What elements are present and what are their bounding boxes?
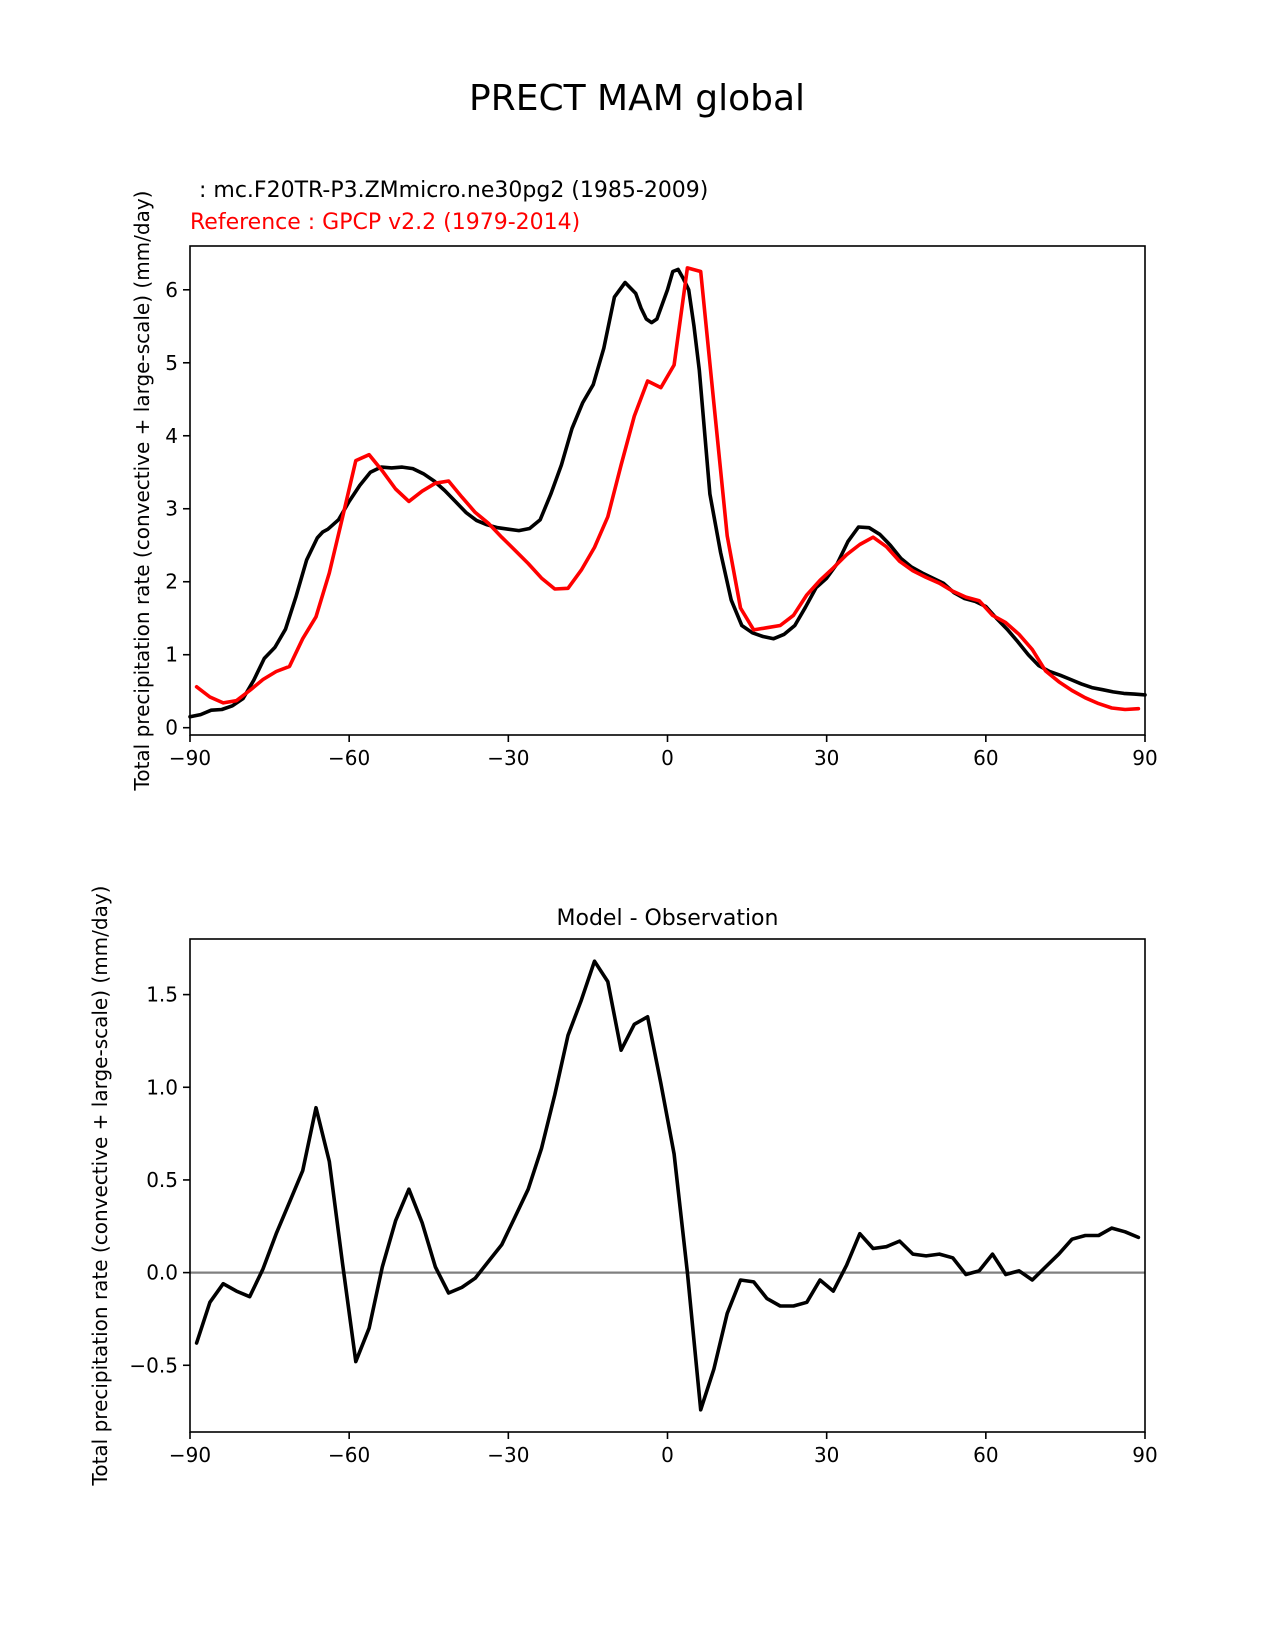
x-tick-label: 30 — [814, 1443, 839, 1467]
figure-suptitle: PRECT MAM global — [469, 78, 805, 119]
x-tick-label: −30 — [487, 1443, 529, 1467]
y-tick-label: 1.5 — [146, 983, 178, 1007]
y-tick-label: 6 — [165, 278, 178, 302]
bottom-panel-difference: −90 −60 −30 0 30 60 90 −0.5 0.0 0.5 1.0 1.5 Total pr… — [88, 886, 1158, 1487]
x-tick-label: 90 — [1132, 746, 1157, 770]
x-tick-label: −60 — [328, 1443, 370, 1467]
y-tick-label: 1.0 — [146, 1075, 178, 1099]
top-panel-climatology: −90 −60 −30 0 30 60 90 0 1 2 3 4 5 6 Total precipitati… — [130, 191, 1158, 792]
x-tick-label: 90 — [1132, 1443, 1157, 1467]
y-tick-label: 0.0 — [146, 1261, 178, 1285]
y-tick-label: 5 — [165, 351, 178, 375]
series-line-difference — [194, 959, 1141, 1412]
y-tick-label: −0.5 — [129, 1353, 178, 1377]
x-tick-label: −30 — [487, 746, 529, 770]
x-tick-label: 0 — [661, 746, 674, 770]
panel-title: Model - Observation — [557, 906, 779, 931]
test-case-label: : mc.F20TR-P3.ZMmicro.ne30pg2 (1985-2009… — [192, 178, 708, 203]
x-tick-label: −90 — [169, 746, 211, 770]
y-axis-label: Total precipitation rate (convective + l… — [88, 886, 112, 1487]
y-tick-label: 3 — [165, 497, 178, 521]
y-tick-label: 1 — [165, 643, 178, 667]
x-tick-label: −60 — [328, 746, 370, 770]
x-tick-label: 60 — [973, 746, 998, 770]
y-tick-label: 2 — [165, 570, 178, 594]
y-tick-label: 0 — [165, 716, 178, 740]
y-tick-label: 4 — [165, 424, 178, 448]
x-tick-label: 0 — [661, 1443, 674, 1467]
reference-case-label: Reference : GPCP v2.2 (1979-2014) — [190, 210, 580, 235]
y-axis-label: Total precipitation rate (convective + l… — [130, 191, 154, 792]
x-tick-label: −90 — [169, 1443, 211, 1467]
x-tick-label: 60 — [973, 1443, 998, 1467]
y-tick-label: 0.5 — [146, 1168, 178, 1192]
series-line-reference — [194, 266, 1141, 712]
x-tick-label: 30 — [814, 746, 839, 770]
